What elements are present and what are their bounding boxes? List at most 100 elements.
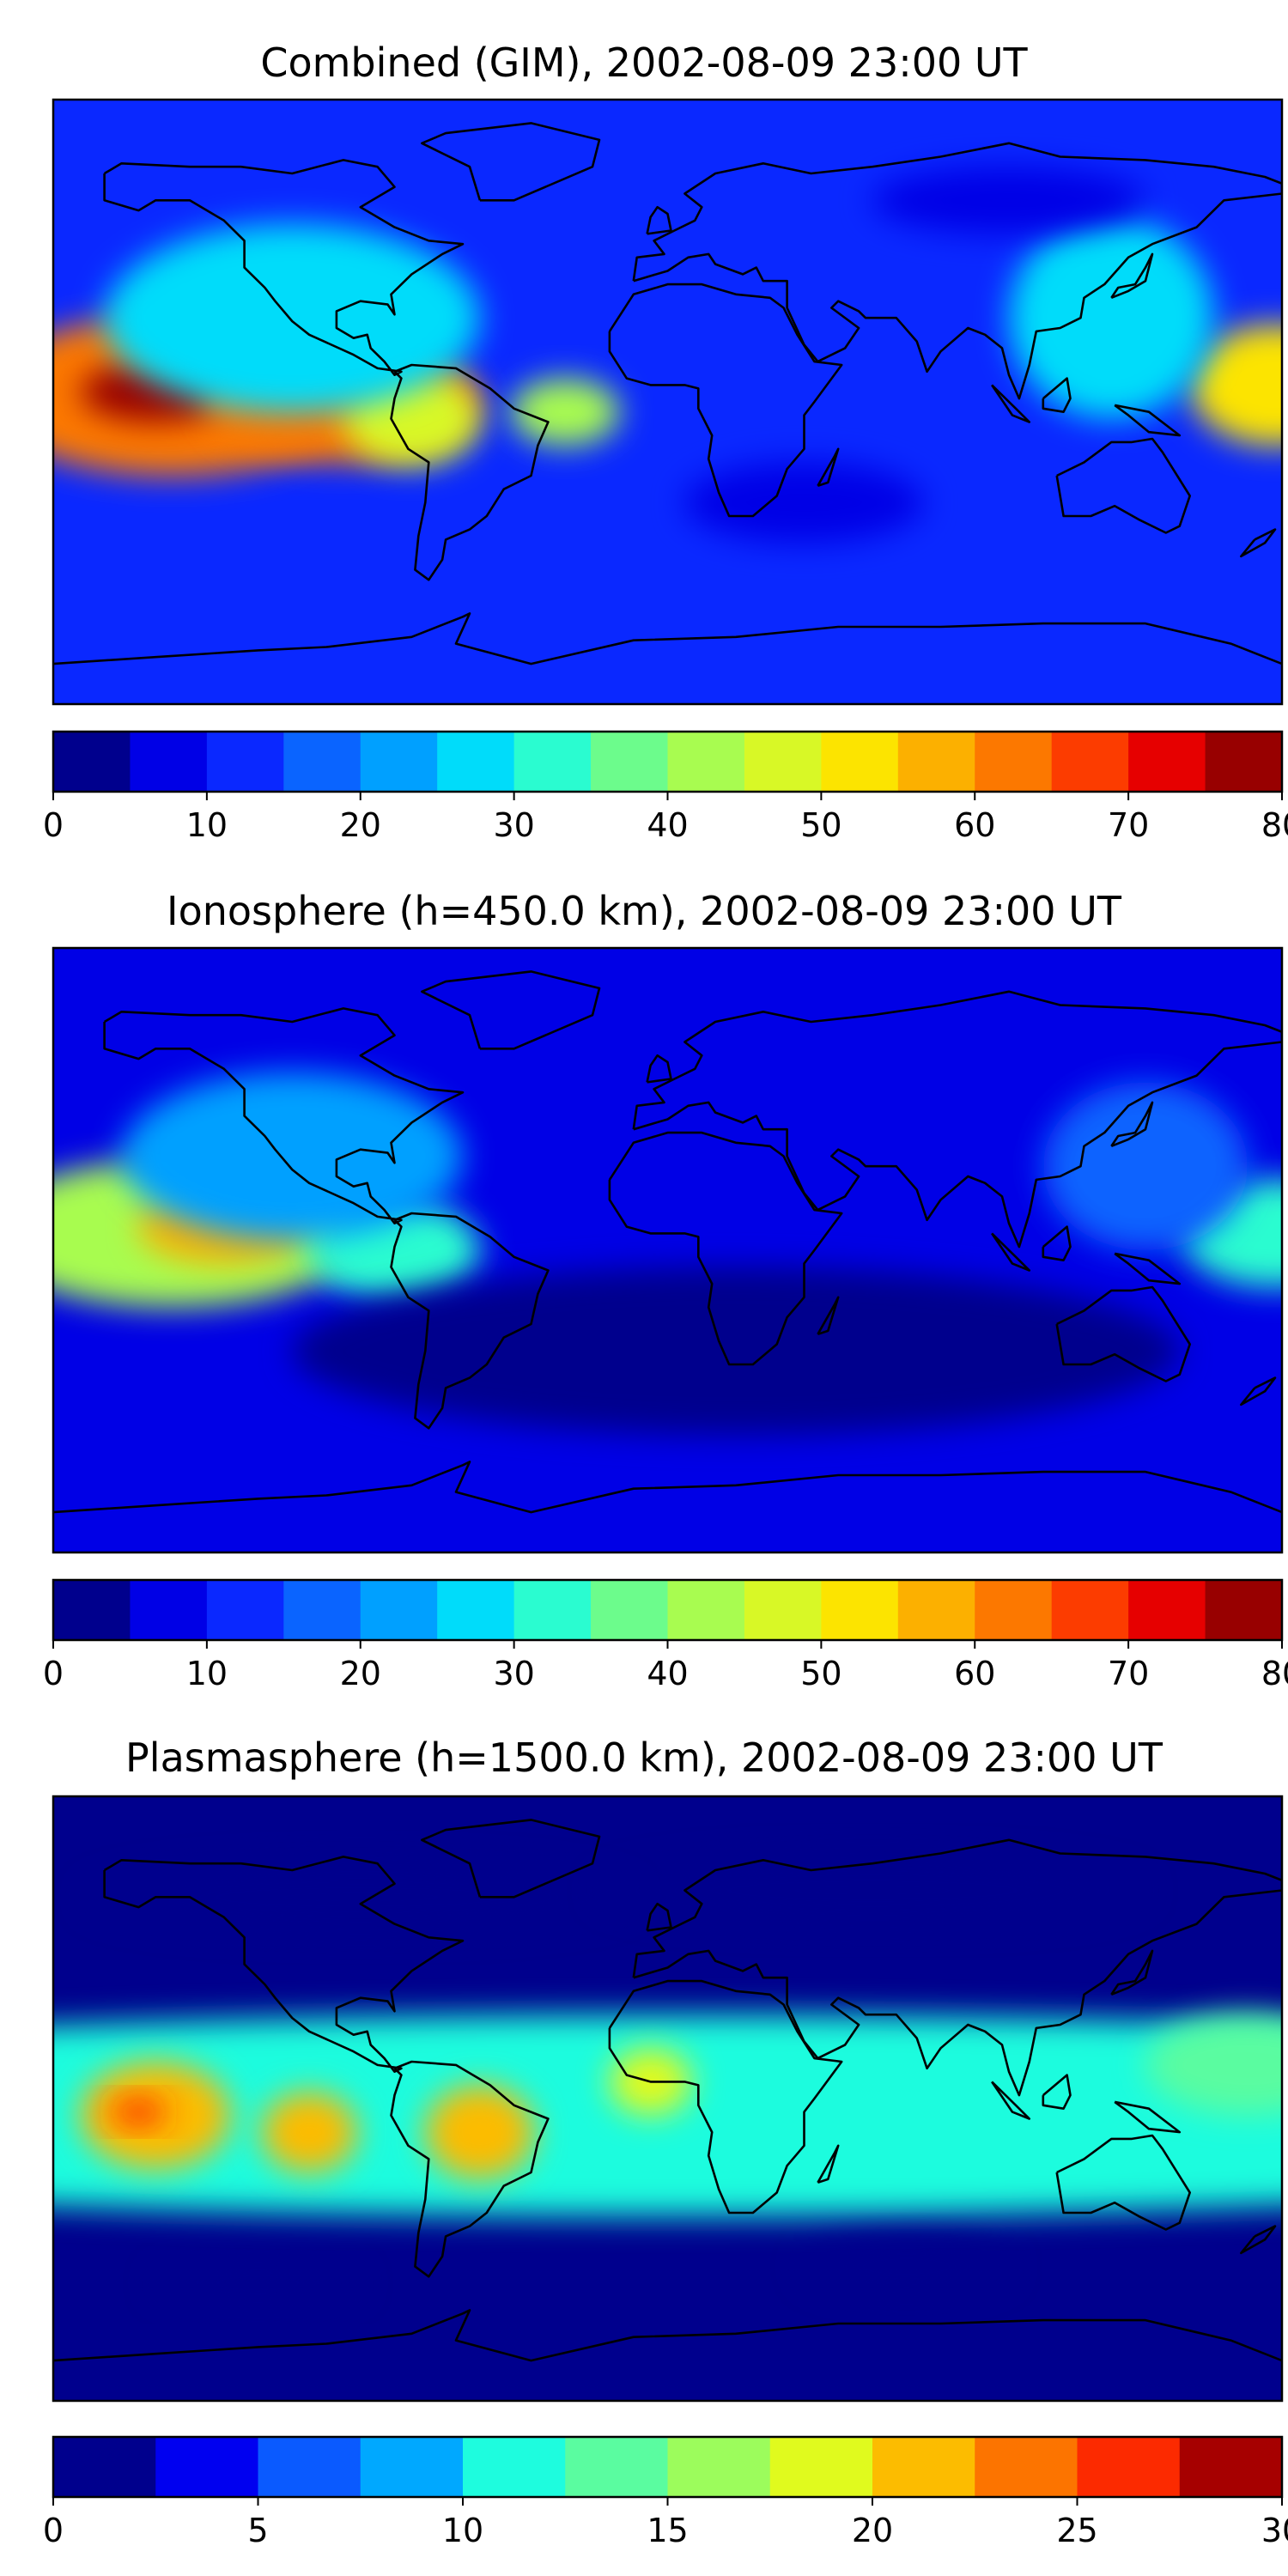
coastline [1114,2100,1182,2134]
coastline [1055,1285,1191,1382]
colorbar-bin [565,2437,669,2497]
map-field [53,1796,1282,2401]
colorbar-bin [975,2437,1078,2497]
colorbar-tick-label: 5 [247,2512,268,2549]
colorbar-bin [872,2437,975,2497]
colorbar-bin [591,732,669,792]
coastline [632,990,1282,1249]
field-blob [804,2239,1009,2293]
colorbar-tick-label: 30 [1261,2512,1288,2549]
field-blob [684,462,924,544]
coastline [421,1819,601,1899]
colorbar-bin [206,1580,284,1640]
coastline [991,384,1031,423]
colorbar-bin [53,1580,131,1640]
map-field [53,948,1282,1552]
map-frame [52,1795,1284,2403]
coastline [103,159,465,376]
colorbar-bin [975,1580,1053,1640]
field-blob [261,2092,357,2173]
colorbar-bin [130,1580,208,1640]
coastline [1042,377,1072,413]
coastline [1240,2225,1277,2255]
colorbar-bin [1128,732,1206,792]
panel-title: Plasmasphere (h=1500.0 km), 2002-08-09 2… [125,1735,1163,1781]
colorbar-bin [437,732,515,792]
colorbar-bin [1205,732,1283,792]
coastline [608,283,843,518]
coastline [608,1979,843,2215]
panel-combined-svg: 0 10 20 30 40 50 60 70 80 [43,98,1288,844]
colorbar-bin [1051,732,1129,792]
coastline [390,1212,550,1430]
coastline [421,122,601,202]
colorbar-bin [769,2437,873,2497]
field-blob [87,1863,634,1931]
map-frame [52,946,1284,1554]
field-blob [111,2099,167,2126]
colorbar-bin [360,732,438,792]
coastline [1114,1252,1182,1285]
colorbar-tick-label: 40 [647,806,688,844]
colorbar-bin [897,732,975,792]
coastline [1240,528,1277,558]
coastline [646,205,672,235]
coastline [1042,1225,1072,1261]
colorbar-bin [513,732,592,792]
coastline [1110,1101,1154,1148]
colorbar-tick-label: 70 [1108,806,1149,844]
coastline [1055,437,1191,534]
colorbar-tick-label: 10 [442,2512,483,2549]
field-blob [1145,2014,1282,2116]
coastline [1240,1376,1277,1406]
colorbar-bin [155,2437,259,2497]
colorbar-bin [821,732,899,792]
panel-ionosphere-svg: 0 10 20 30 40 50 60 70 80 [43,946,1288,1692]
colorbar: 0 5 10 15 20 25 30 [43,2435,1288,2549]
colorbar-bin [1051,1580,1129,1640]
colorbar: 0 10 20 30 40 50 60 70 80 [43,1578,1288,1692]
colorbar-bin [513,1580,592,1640]
colorbar-tick-label: 10 [186,806,228,844]
colorbar-tick-label: 60 [954,1655,995,1692]
colorbar-tick-label: 20 [340,1655,381,1692]
colorbar-bin [897,1580,975,1640]
panel-title: Combined (GIM), 2002-08-09 23:00 UT [260,39,1028,86]
field-blob [1189,325,1282,446]
field-blob [510,378,620,446]
coastline [103,1856,465,2073]
colorbar-bin [283,1580,361,1640]
coastline [817,447,840,488]
field-blob [53,2014,1282,2216]
colorbar-tick-label: 60 [954,806,995,844]
coastline [103,1007,465,1224]
colorbar-tick-label: 20 [340,806,381,844]
map-field [53,100,1282,704]
colorbar-tick-label: 50 [800,806,841,844]
coastline [1055,2134,1191,2231]
colorbar-bin [206,732,284,792]
colorbar-bin [360,2437,464,2497]
colorbar-bin [1205,1580,1283,1640]
coastline [53,612,1282,665]
coastline [646,1054,672,1084]
colorbar-tick-label: 80 [1261,1655,1288,1692]
colorbar-tick-label: 10 [186,1655,228,1692]
colorbar: 0 10 20 30 40 50 60 70 80 [43,730,1288,844]
panel-plasmasphere-svg: 0 5 10 15 20 25 30 [43,1795,1288,2549]
colorbar-bin [53,2437,156,2497]
colorbar-bin [667,1580,745,1640]
coastline [390,363,550,581]
colorbar-bin [463,2437,566,2497]
colorbar-tick-label: 0 [43,2512,64,2549]
colorbar-tick-label: 20 [852,2512,893,2549]
colorbar-tick-label: 30 [493,806,534,844]
colorbar-bin [1077,2437,1181,2497]
coastline [53,1461,1282,1514]
colorbar-tick-label: 80 [1261,806,1288,844]
colorbar-bin [821,1580,899,1640]
coastline [991,1232,1031,1272]
colorbar-tick-label: 0 [43,1655,64,1692]
colorbar-tick-label: 0 [43,806,64,844]
